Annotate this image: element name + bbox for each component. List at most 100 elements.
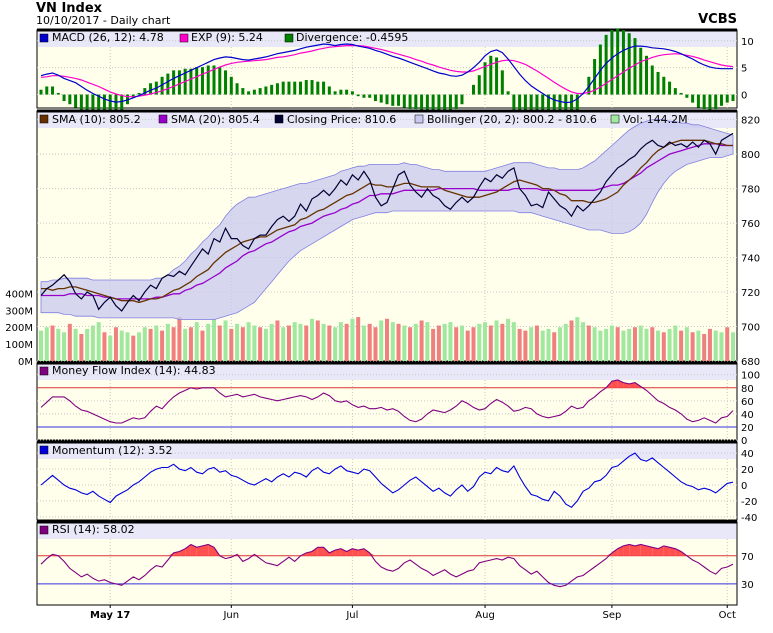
chart-title: VN Index bbox=[36, 1, 103, 16]
volume-bar bbox=[488, 325, 493, 361]
volume-bar bbox=[310, 318, 315, 361]
divergence-bar bbox=[293, 81, 297, 95]
momentum-tick-label: 20 bbox=[741, 465, 754, 476]
divergence-bar bbox=[62, 94, 66, 102]
volume-bar bbox=[517, 328, 522, 361]
divergence-bar bbox=[137, 92, 141, 95]
volume-bar bbox=[661, 332, 666, 361]
volume-bar bbox=[235, 323, 240, 361]
divergence-bar bbox=[691, 94, 695, 103]
momentum-tick-label: 0 bbox=[741, 481, 747, 492]
x-tick-label: Oct bbox=[719, 610, 736, 621]
volume-bar bbox=[385, 318, 389, 361]
volume-bar bbox=[44, 327, 49, 361]
rsi-overbought-fill bbox=[652, 547, 659, 556]
divergence-bar bbox=[489, 55, 493, 95]
divergence-bar bbox=[472, 84, 475, 95]
mfi-tick-label: 20 bbox=[741, 423, 754, 434]
exp-line bbox=[40, 44, 734, 98]
volume-bar bbox=[581, 322, 586, 361]
divergence-bar bbox=[610, 30, 614, 95]
macd-legend: MACD (26, 12): 4.78 bbox=[52, 31, 164, 44]
volume-bar bbox=[713, 330, 718, 361]
price-axis-tick-label: 760 bbox=[741, 219, 760, 230]
rsi-swatch bbox=[39, 525, 49, 535]
volume-bar bbox=[281, 327, 286, 361]
volume-bar bbox=[350, 318, 355, 361]
mfi-tick-label: 0 bbox=[741, 436, 747, 447]
divergence-bar bbox=[373, 94, 377, 102]
divergence-bar bbox=[339, 89, 343, 95]
rsi-overbought-fill bbox=[646, 545, 653, 556]
volume-bar bbox=[96, 322, 101, 361]
volume-bar bbox=[50, 325, 55, 361]
divergence-bar bbox=[621, 30, 625, 95]
volume-bar bbox=[252, 325, 257, 361]
divergence-bar bbox=[731, 94, 735, 102]
rsi-overbought-fill bbox=[611, 548, 618, 556]
volume-bar bbox=[171, 327, 176, 361]
volume-tick-label: 400M bbox=[5, 289, 33, 300]
rsi-overbought-fill bbox=[190, 544, 197, 556]
divergence-bar bbox=[247, 91, 251, 95]
divergence-bar bbox=[56, 92, 60, 95]
x-tick-label: Jul bbox=[345, 610, 358, 621]
volume-bar bbox=[73, 328, 78, 361]
rsi-overbought-fill bbox=[340, 548, 347, 556]
volume-bar bbox=[494, 320, 499, 361]
x-tick-label: Jun bbox=[222, 610, 239, 621]
close-swatch bbox=[274, 114, 284, 124]
mfi-swatch bbox=[39, 366, 49, 376]
volume-bar bbox=[702, 333, 707, 361]
volume-legend: Vol: 144.2M bbox=[623, 113, 688, 126]
momentum-panel-legend-bar bbox=[38, 443, 736, 459]
macd-line bbox=[40, 43, 733, 104]
divergence-bar bbox=[74, 94, 78, 108]
volume-bar bbox=[333, 327, 338, 361]
divergence-bar bbox=[397, 94, 401, 106]
volume-bar bbox=[448, 322, 453, 361]
volume-bar bbox=[408, 327, 413, 361]
volume-bar bbox=[558, 327, 562, 361]
x-tick-label: May 17 bbox=[90, 610, 130, 621]
rsi-panel-legend-bar bbox=[38, 523, 736, 539]
volume-bar bbox=[506, 318, 511, 361]
mfi-line bbox=[40, 379, 734, 424]
volume-bar bbox=[390, 322, 395, 361]
divergence-bar bbox=[235, 83, 239, 95]
price-axis-tick-label: 780 bbox=[741, 185, 760, 196]
divergence-bar bbox=[454, 94, 458, 110]
volume-bar bbox=[269, 323, 274, 361]
volume-bar bbox=[188, 327, 193, 361]
divergence-bar bbox=[200, 67, 204, 95]
volume-bar bbox=[431, 328, 436, 361]
volume-bar bbox=[119, 330, 124, 361]
volume-bar bbox=[56, 328, 61, 361]
volume-bar bbox=[142, 327, 147, 361]
divergence-bar bbox=[512, 94, 516, 113]
volume-bar bbox=[396, 323, 401, 361]
rsi-tick-label: 30 bbox=[741, 580, 754, 591]
volume-bar bbox=[258, 327, 263, 361]
volume-bar bbox=[108, 335, 113, 361]
divergence-bar bbox=[114, 94, 118, 119]
divergence-bar bbox=[437, 94, 441, 113]
divergence-bar bbox=[229, 76, 233, 95]
rsi-overbought-fill bbox=[312, 547, 318, 556]
volume-bar bbox=[615, 327, 620, 361]
divergence-bar bbox=[385, 94, 389, 105]
divergence-bar bbox=[627, 33, 631, 95]
close-legend: Closing Price: 810.6 bbox=[287, 113, 396, 126]
price-axis-tick-label: 680 bbox=[741, 357, 760, 368]
divergence-bar bbox=[143, 88, 147, 95]
volume-bar bbox=[684, 327, 689, 361]
divergence-bar bbox=[45, 86, 49, 95]
volume-bar bbox=[102, 332, 107, 361]
rsi-overbought-fill bbox=[185, 544, 191, 556]
price-axis-tick-label: 800 bbox=[741, 150, 760, 161]
volume-tick-label: 0M bbox=[18, 357, 33, 368]
divergence-bar bbox=[177, 70, 181, 95]
divergence-bar bbox=[206, 65, 210, 95]
divergence-bar bbox=[356, 94, 360, 97]
divergence-bar bbox=[189, 68, 193, 95]
